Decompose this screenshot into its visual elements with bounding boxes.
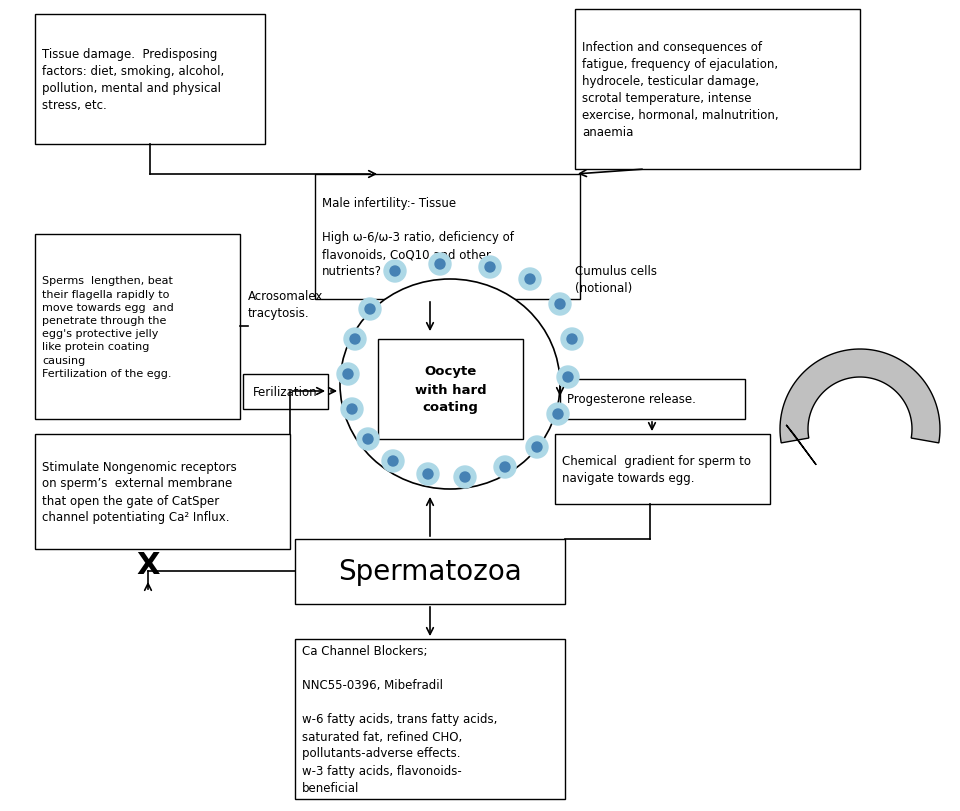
FancyBboxPatch shape	[295, 639, 565, 799]
FancyBboxPatch shape	[295, 539, 565, 604]
FancyBboxPatch shape	[243, 375, 328, 410]
Circle shape	[417, 463, 439, 486]
Circle shape	[553, 410, 563, 419]
Text: Chemical  gradient for sperm to
navigate towards egg.: Chemical gradient for sperm to navigate …	[562, 454, 751, 484]
Circle shape	[429, 254, 451, 276]
Circle shape	[526, 436, 548, 458]
Circle shape	[359, 298, 381, 320]
Circle shape	[382, 450, 404, 473]
Circle shape	[532, 443, 542, 453]
Circle shape	[549, 294, 571, 315]
Text: Spermatozoa: Spermatozoa	[338, 558, 522, 586]
Circle shape	[479, 257, 501, 279]
Circle shape	[341, 398, 363, 420]
FancyBboxPatch shape	[555, 435, 770, 504]
Circle shape	[423, 470, 433, 479]
Circle shape	[365, 305, 375, 315]
Circle shape	[525, 275, 535, 285]
Text: Sperms  lengthen, beat
their flagella rapidly to
move towards egg  and
penetrate: Sperms lengthen, beat their flagella rap…	[42, 276, 174, 378]
Text: Oocyte
with hard
coating: Oocyte with hard coating	[415, 365, 487, 414]
Text: Tissue damage.  Predisposing
factors: diet, smoking, alcohol,
pollution, mental : Tissue damage. Predisposing factors: die…	[42, 48, 225, 112]
Circle shape	[343, 370, 353, 380]
Ellipse shape	[340, 280, 560, 489]
Circle shape	[547, 404, 569, 426]
Circle shape	[557, 367, 579, 388]
Text: Cumulus cells
(notional): Cumulus cells (notional)	[575, 264, 657, 294]
Circle shape	[561, 328, 583, 350]
Circle shape	[494, 457, 516, 478]
Circle shape	[555, 299, 565, 310]
Circle shape	[454, 466, 476, 488]
Circle shape	[567, 335, 577, 345]
Circle shape	[500, 462, 510, 473]
Circle shape	[435, 260, 445, 270]
Text: Infection and consequences of
fatigue, frequency of ejaculation,
hydrocele, test: Infection and consequences of fatigue, f…	[582, 41, 779, 139]
Circle shape	[337, 363, 359, 385]
Polygon shape	[780, 350, 940, 444]
Text: Ferilization: Ferilization	[253, 385, 318, 398]
Circle shape	[347, 405, 357, 414]
Circle shape	[384, 260, 406, 283]
Circle shape	[388, 457, 398, 466]
FancyBboxPatch shape	[315, 175, 580, 299]
FancyBboxPatch shape	[35, 435, 290, 549]
Text: Progesterone release.: Progesterone release.	[567, 393, 696, 406]
Circle shape	[363, 435, 373, 444]
FancyBboxPatch shape	[35, 15, 265, 145]
FancyBboxPatch shape	[560, 380, 745, 419]
Text: Male infertility:- Tissue

High ω-6/ω-3 ratio, deficiency of
flavonoids, CoQ10 a: Male infertility:- Tissue High ω-6/ω-3 r…	[322, 197, 514, 277]
Circle shape	[485, 263, 495, 272]
Circle shape	[390, 267, 400, 277]
FancyBboxPatch shape	[575, 10, 860, 169]
Circle shape	[357, 428, 379, 450]
Circle shape	[460, 473, 470, 483]
Circle shape	[563, 372, 573, 383]
Circle shape	[344, 328, 366, 350]
Text: Ca Channel Blockers;

NNC55-0396, Mibefradil

w-6 fatty acids, trans fatty acids: Ca Channel Blockers; NNC55-0396, Mibefra…	[302, 645, 497, 793]
FancyBboxPatch shape	[378, 340, 523, 440]
Polygon shape	[786, 425, 816, 466]
Text: X: X	[136, 550, 159, 579]
Text: Stimulate Nongenomic receptors
on sperm’s  external membrane
that open the gate : Stimulate Nongenomic receptors on sperm’…	[42, 460, 237, 524]
Circle shape	[519, 268, 541, 290]
FancyBboxPatch shape	[35, 234, 240, 419]
Text: Acrosomalex
tracytosis.: Acrosomalex tracytosis.	[248, 290, 324, 320]
Circle shape	[350, 335, 360, 345]
